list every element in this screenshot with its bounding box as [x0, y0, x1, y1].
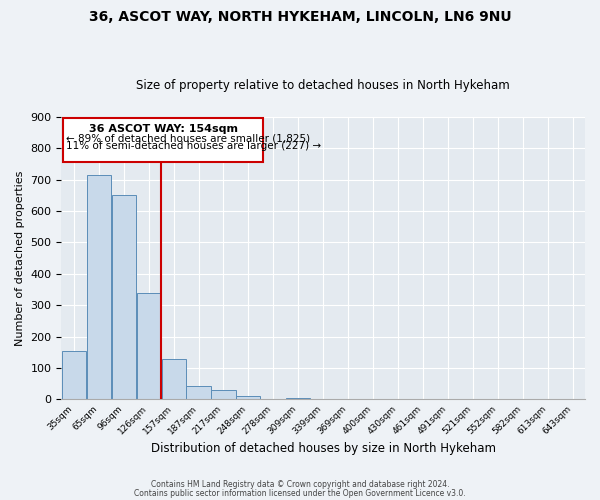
Text: ← 89% of detached houses are smaller (1,825): ← 89% of detached houses are smaller (1,…: [67, 134, 311, 143]
Bar: [211, 390, 236, 400]
Title: Size of property relative to detached houses in North Hykeham: Size of property relative to detached ho…: [136, 79, 510, 92]
Bar: [112, 196, 136, 400]
Text: 11% of semi-detached houses are larger (227) →: 11% of semi-detached houses are larger (…: [67, 142, 322, 152]
Bar: [62, 351, 86, 400]
Bar: [161, 358, 185, 400]
X-axis label: Distribution of detached houses by size in North Hykeham: Distribution of detached houses by size …: [151, 442, 496, 455]
Bar: [187, 386, 211, 400]
Bar: [286, 398, 310, 400]
Bar: [62, 118, 263, 162]
Text: Contains HM Land Registry data © Crown copyright and database right 2024.: Contains HM Land Registry data © Crown c…: [151, 480, 449, 489]
Bar: [87, 175, 111, 400]
Bar: [137, 292, 161, 400]
Bar: [236, 396, 260, 400]
Text: 36 ASCOT WAY: 154sqm: 36 ASCOT WAY: 154sqm: [89, 124, 238, 134]
Y-axis label: Number of detached properties: Number of detached properties: [15, 170, 25, 346]
Text: 36, ASCOT WAY, NORTH HYKEHAM, LINCOLN, LN6 9NU: 36, ASCOT WAY, NORTH HYKEHAM, LINCOLN, L…: [89, 10, 511, 24]
Text: Contains public sector information licensed under the Open Government Licence v3: Contains public sector information licen…: [134, 489, 466, 498]
